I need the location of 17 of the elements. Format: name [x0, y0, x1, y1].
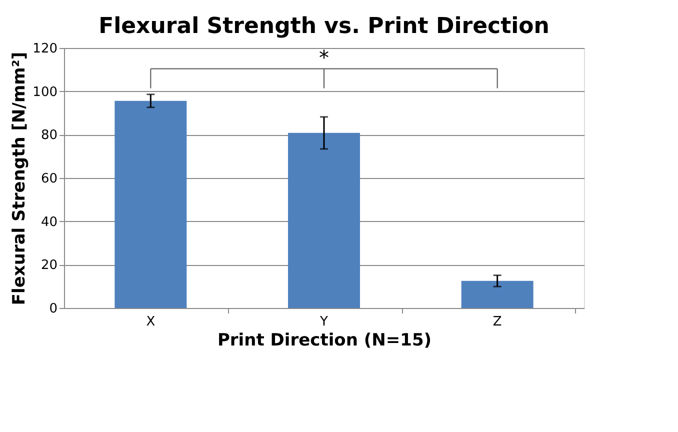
- y-tick-label: 40: [40, 214, 58, 230]
- bar: [114, 100, 187, 308]
- bar: [288, 132, 360, 308]
- y-axis-title: Flexural Strength [N/mm²]: [10, 52, 30, 306]
- chart-title: Flexural Strength vs. Print Direction: [98, 14, 550, 39]
- y-tick-label: 120: [32, 42, 58, 56]
- y-tick-label: 0: [49, 302, 58, 316]
- x-tick-label: Y: [319, 314, 328, 330]
- annotation: *: [319, 45, 329, 70]
- x-tick-label: Z: [492, 314, 502, 330]
- y-tick-label: 80: [40, 128, 58, 144]
- y-tick-label: 60: [40, 172, 58, 186]
- bar: [461, 280, 534, 308]
- x-tick-label: X: [146, 314, 156, 330]
- x-axis-title: Print Direction (N=15): [217, 330, 432, 350]
- y-tick-label: 20: [40, 258, 58, 274]
- y-tick-label: 100: [32, 84, 58, 100]
